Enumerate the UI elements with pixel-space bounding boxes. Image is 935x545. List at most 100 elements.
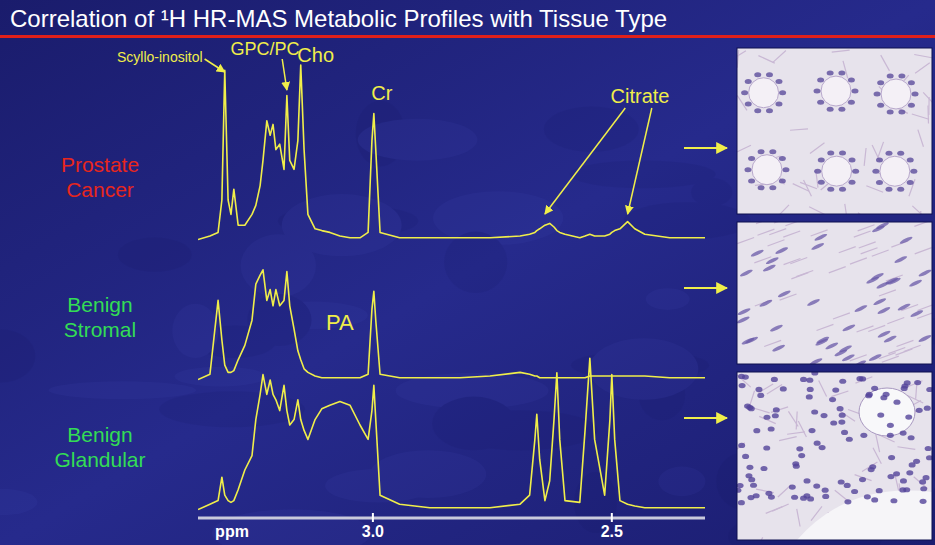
panel-nucleus [869, 464, 876, 469]
panel-nucleus [859, 477, 866, 482]
panel-nucleus [865, 393, 872, 398]
panel-nucleus [897, 187, 904, 192]
title-rule [0, 35, 935, 38]
panel-nucleus [754, 72, 761, 77]
spectrum-group [198, 358, 705, 509]
panel-fibre [861, 248, 878, 254]
panel-fibre [914, 222, 931, 226]
panel-nucleus [877, 330, 891, 339]
page: {"chart_data": { "type": "line", "title"… [0, 0, 935, 545]
texture-blob [175, 367, 267, 387]
annotation: PA [326, 310, 354, 335]
texture-blob [544, 106, 639, 152]
panel-fibre [904, 345, 921, 351]
panel-nucleus [905, 414, 912, 419]
annotation: Citrate [611, 85, 670, 107]
annotation-arrow [205, 59, 225, 72]
panel-fibre [809, 207, 825, 214]
panel-nucleus [872, 169, 879, 174]
panel-nucleus [906, 470, 913, 475]
panel-nucleus [890, 498, 897, 503]
panel-fibre [768, 240, 785, 246]
panel-nucleus [900, 478, 907, 483]
panel-nucleus [919, 479, 926, 484]
panel-nucleus [907, 180, 914, 185]
panel-nucleus [822, 488, 829, 493]
panel-nucleus [779, 156, 786, 161]
annotation: Scyllo-inositol [117, 49, 203, 65]
panel-nucleus [885, 151, 892, 156]
panel-nucleus [758, 185, 765, 190]
panel-fibre [912, 206, 925, 214]
panel-nucleus [746, 465, 753, 470]
texture-blob [589, 338, 698, 400]
series-label-line: Benign [67, 423, 132, 446]
panel-nucleus [844, 483, 851, 488]
panel-fibre [839, 247, 856, 253]
panel-nucleus [775, 101, 782, 106]
histology-panel [737, 372, 932, 540]
panel-nucleus [755, 387, 762, 392]
panel-nucleus [910, 309, 924, 318]
panel-nucleus [907, 158, 914, 163]
panel-nucleus [898, 110, 905, 115]
panel-nucleus [779, 90, 786, 95]
panel-fibre [787, 432, 805, 434]
spectrum-line [198, 358, 705, 509]
panel-nucleus [737, 307, 751, 316]
panel-nucleus [739, 268, 753, 277]
panel-nucleus [839, 379, 846, 384]
x-tick [372, 513, 374, 522]
panel-nucleus [804, 478, 811, 483]
texture-blob [159, 391, 305, 427]
panel-fibre [783, 231, 800, 237]
panel-nucleus [871, 497, 878, 502]
x-tick-label: 3.0 [362, 523, 384, 540]
panel-ground [737, 372, 932, 540]
panel-fibre [850, 258, 867, 264]
panel-nucleus [775, 246, 789, 255]
panel-nucleus [913, 459, 920, 464]
panel-fibre [879, 290, 896, 296]
panel-nucleus [893, 400, 900, 405]
panel-nucleus [762, 263, 776, 272]
panel-nucleus [901, 383, 908, 388]
panel-nucleus [877, 103, 884, 108]
panel-fibre [895, 474, 899, 492]
panel-nucleus [848, 100, 855, 105]
panel-nucleus [926, 387, 932, 392]
panel-nucleus [827, 107, 834, 112]
panel-nucleus [739, 383, 746, 388]
panel-fibre [804, 180, 812, 196]
panel-nucleus [868, 353, 882, 362]
panel-nucleus [745, 336, 759, 345]
panel-nucleus [856, 376, 863, 381]
panel-nucleus [806, 298, 820, 307]
texture-blob [172, 304, 218, 358]
panel-nucleus [838, 344, 852, 353]
panel-nucleus [839, 413, 846, 418]
texture-blob [658, 467, 705, 497]
panel-fibre [857, 326, 874, 332]
panel-nucleus [748, 156, 755, 161]
panel-nucleus [746, 405, 753, 410]
panel-nucleus [738, 500, 745, 505]
panel-nucleus [839, 187, 846, 192]
panel-nucleus [832, 387, 839, 392]
annotation-arrow [628, 108, 652, 214]
panel-nucleus [769, 185, 776, 190]
panel-nucleus [852, 169, 859, 174]
panel-fibre [927, 106, 929, 124]
histology-panel [737, 48, 932, 214]
panel-nucleus [748, 477, 755, 482]
panel-nucleus [849, 157, 856, 162]
panel-nucleus [908, 80, 915, 85]
panel-fibre [798, 421, 806, 437]
panel-nucleus [897, 302, 911, 311]
panel-gland [752, 155, 782, 185]
series-label-line: Prostate [61, 153, 139, 176]
panel-fibre [796, 412, 798, 430]
panel-fibre [872, 250, 889, 256]
panel-nucleus [903, 487, 910, 492]
panel-nucleus [738, 374, 745, 379]
